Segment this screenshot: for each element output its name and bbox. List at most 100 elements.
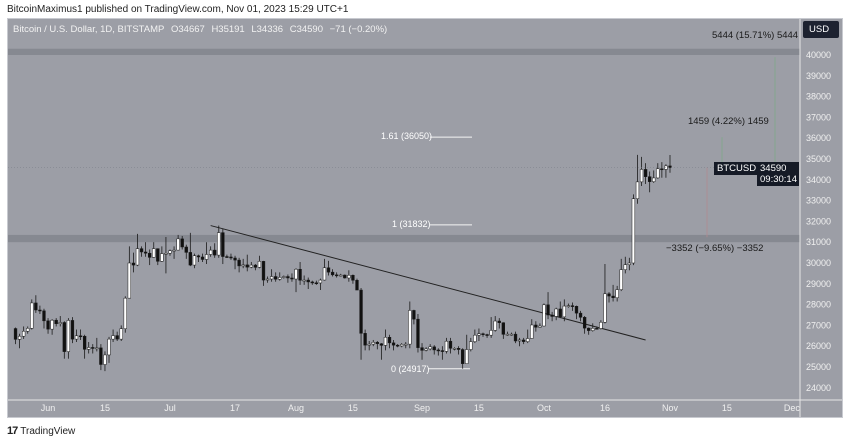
price-tick-label: 33000: [806, 196, 831, 206]
time-tick-label: Sep: [414, 403, 430, 413]
time-tick-label: 15: [348, 403, 358, 413]
candle-up: [152, 248, 156, 258]
candle-down: [54, 319, 58, 324]
symbol-legend: Bitcoin / U.S. Dollar, 1D, BITSTAMP O346…: [13, 24, 391, 35]
descending-trendline: [210, 225, 646, 341]
candle-down: [233, 257, 237, 261]
candle-up: [603, 293, 607, 323]
price-tick-label: 26000: [806, 341, 831, 351]
symbol-title: Bitcoin / U.S. Dollar, 1D, BITSTAMP: [13, 24, 165, 35]
price-tick-label: 28000: [806, 300, 831, 310]
candle-up: [95, 347, 99, 350]
candle-down: [379, 343, 384, 346]
candle-down: [298, 268, 302, 281]
candle-down: [42, 310, 46, 322]
candle-down: [156, 248, 160, 262]
candle-down: [245, 264, 249, 268]
time-tick-label: 15: [474, 403, 484, 413]
candle-down: [82, 335, 87, 350]
candle-down: [115, 335, 119, 340]
candle-down: [221, 232, 225, 257]
fib-label-0: 0 (24917): [391, 364, 430, 374]
candle-up: [168, 250, 172, 254]
candle-down: [139, 248, 144, 253]
resistance-zone: [8, 234, 800, 243]
candle-down: [78, 335, 83, 338]
tradingview-logo[interactable]: 17 TradingView: [7, 425, 75, 437]
candle-down: [660, 168, 664, 171]
candle-up: [176, 238, 180, 251]
candle-down: [253, 264, 258, 268]
candle-up: [530, 324, 534, 339]
candle-up: [493, 320, 497, 331]
candle-up: [452, 348, 457, 350]
candle-up: [652, 177, 656, 182]
candle-down: [229, 256, 233, 259]
time-tick-label: 15: [100, 403, 110, 413]
candle-down: [62, 322, 66, 352]
candle-up: [123, 297, 127, 329]
candle-down: [534, 324, 538, 328]
candle-down: [290, 277, 294, 280]
candle-up: [172, 249, 176, 252]
candle-down: [143, 251, 148, 254]
candle-down: [668, 165, 672, 168]
candle-down: [550, 314, 554, 317]
candle-up: [639, 169, 644, 183]
candle-down: [200, 256, 205, 260]
candle-down: [351, 275, 355, 281]
price-tick-label: 30000: [806, 258, 831, 268]
publish-info: BitcoinMaximus1 published on TradingView…: [7, 4, 349, 15]
candle-up: [473, 334, 477, 342]
price-tick-label: 40000: [806, 50, 831, 60]
candle-down: [436, 349, 440, 352]
candle-up: [404, 343, 408, 346]
candle-down: [448, 340, 453, 349]
candle-up: [17, 335, 22, 340]
candle-down: [13, 328, 18, 340]
candle-up: [554, 308, 558, 317]
time-tick-label: 15: [722, 403, 732, 413]
price-tick-label: 35000: [806, 154, 831, 164]
candle-up: [50, 319, 54, 330]
time-tick-label: 17: [230, 403, 240, 413]
candle-up: [26, 328, 30, 332]
last-price-tag: 34590 09:30:14: [757, 162, 799, 186]
candle-down: [558, 308, 562, 318]
chart-frame[interactable]: [7, 18, 843, 418]
time-tick-label: Jul: [164, 403, 176, 413]
candle-down: [99, 347, 103, 365]
candle-up: [408, 310, 412, 345]
candle-down: [607, 293, 611, 297]
candle-up: [424, 348, 428, 351]
candle-up: [302, 279, 306, 282]
measure-label-up-small: 1459 (4.22%) 1459: [688, 116, 769, 127]
candle-up: [204, 254, 209, 260]
candle-down: [582, 317, 587, 329]
candle-down: [522, 339, 526, 342]
candle-up: [74, 335, 79, 340]
candle-down: [574, 306, 579, 314]
currency-button[interactable]: USD: [803, 21, 839, 38]
candle-up: [566, 305, 571, 307]
candle-down: [310, 281, 314, 284]
candle-down: [314, 282, 318, 285]
candle-down: [456, 348, 461, 350]
candle-down: [513, 333, 518, 342]
symbol-price-tag: BTCUSD: [714, 162, 760, 175]
candle-up: [66, 320, 71, 352]
time-tick-label: Dec: [784, 403, 801, 413]
candle-down: [363, 333, 367, 346]
price-tick-label: 39000: [806, 71, 831, 81]
candle-up: [209, 249, 213, 255]
price-tick-label: 38000: [806, 92, 831, 102]
change-value: −71 (−0.20%): [329, 24, 388, 35]
candle-up: [591, 328, 595, 331]
candle-down: [274, 276, 278, 280]
candle-up: [444, 340, 449, 352]
candle-up: [383, 337, 388, 346]
candle-down: [38, 309, 42, 312]
candle-up: [538, 325, 542, 328]
candle-up: [465, 349, 469, 364]
